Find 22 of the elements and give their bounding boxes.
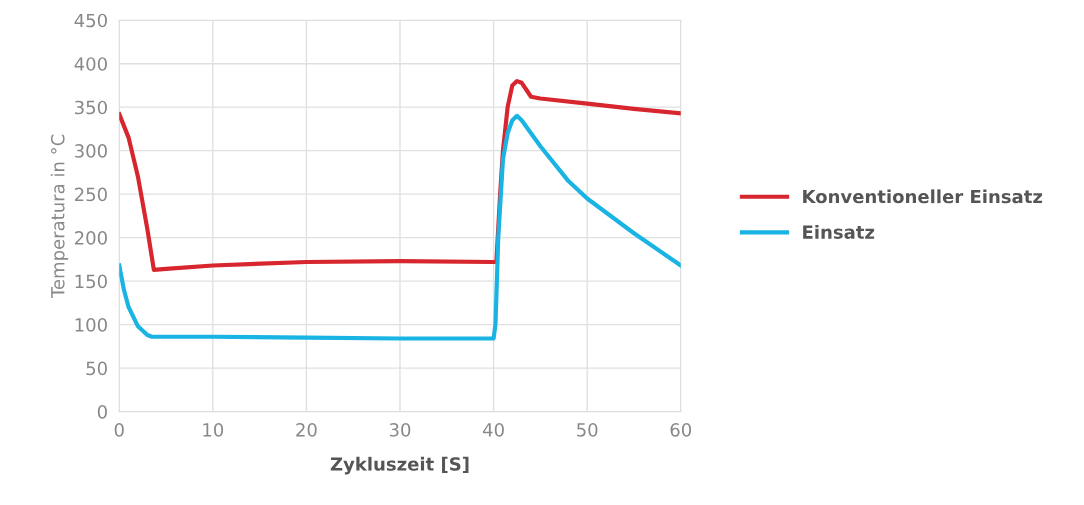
y-tick-label: 200 <box>74 231 107 245</box>
legend-label: Einsatz <box>803 224 875 239</box>
y-tick-label: 150 <box>75 274 107 289</box>
y-tick-label: 400 <box>74 57 107 71</box>
x-axis-title: Zykluszeit [S] <box>330 456 469 475</box>
y-tick-label: 250 <box>74 187 107 202</box>
legend-label: Konventioneller Einsatz <box>803 189 1043 204</box>
y-tick-label: 300 <box>75 144 107 158</box>
y-tick-label: 0 <box>97 405 107 419</box>
x-tick-label: 0 <box>114 423 124 437</box>
x-tick-label: 50 <box>577 423 598 437</box>
y-tick-label: 350 <box>75 100 107 115</box>
x-tick-label: 40 <box>482 423 504 437</box>
x-tick-label: 20 <box>296 423 317 437</box>
y-tick-label: 50 <box>86 361 107 376</box>
x-tick-label: 10 <box>203 423 224 437</box>
y-axis-title: Temperatura in °C <box>50 134 69 299</box>
y-tick-label: 450 <box>74 13 107 28</box>
line-series <box>119 113 681 341</box>
x-tick-label: 30 <box>389 423 411 437</box>
x-tick-label: 60 <box>670 423 692 437</box>
y-tick-label: 100 <box>75 318 107 332</box>
